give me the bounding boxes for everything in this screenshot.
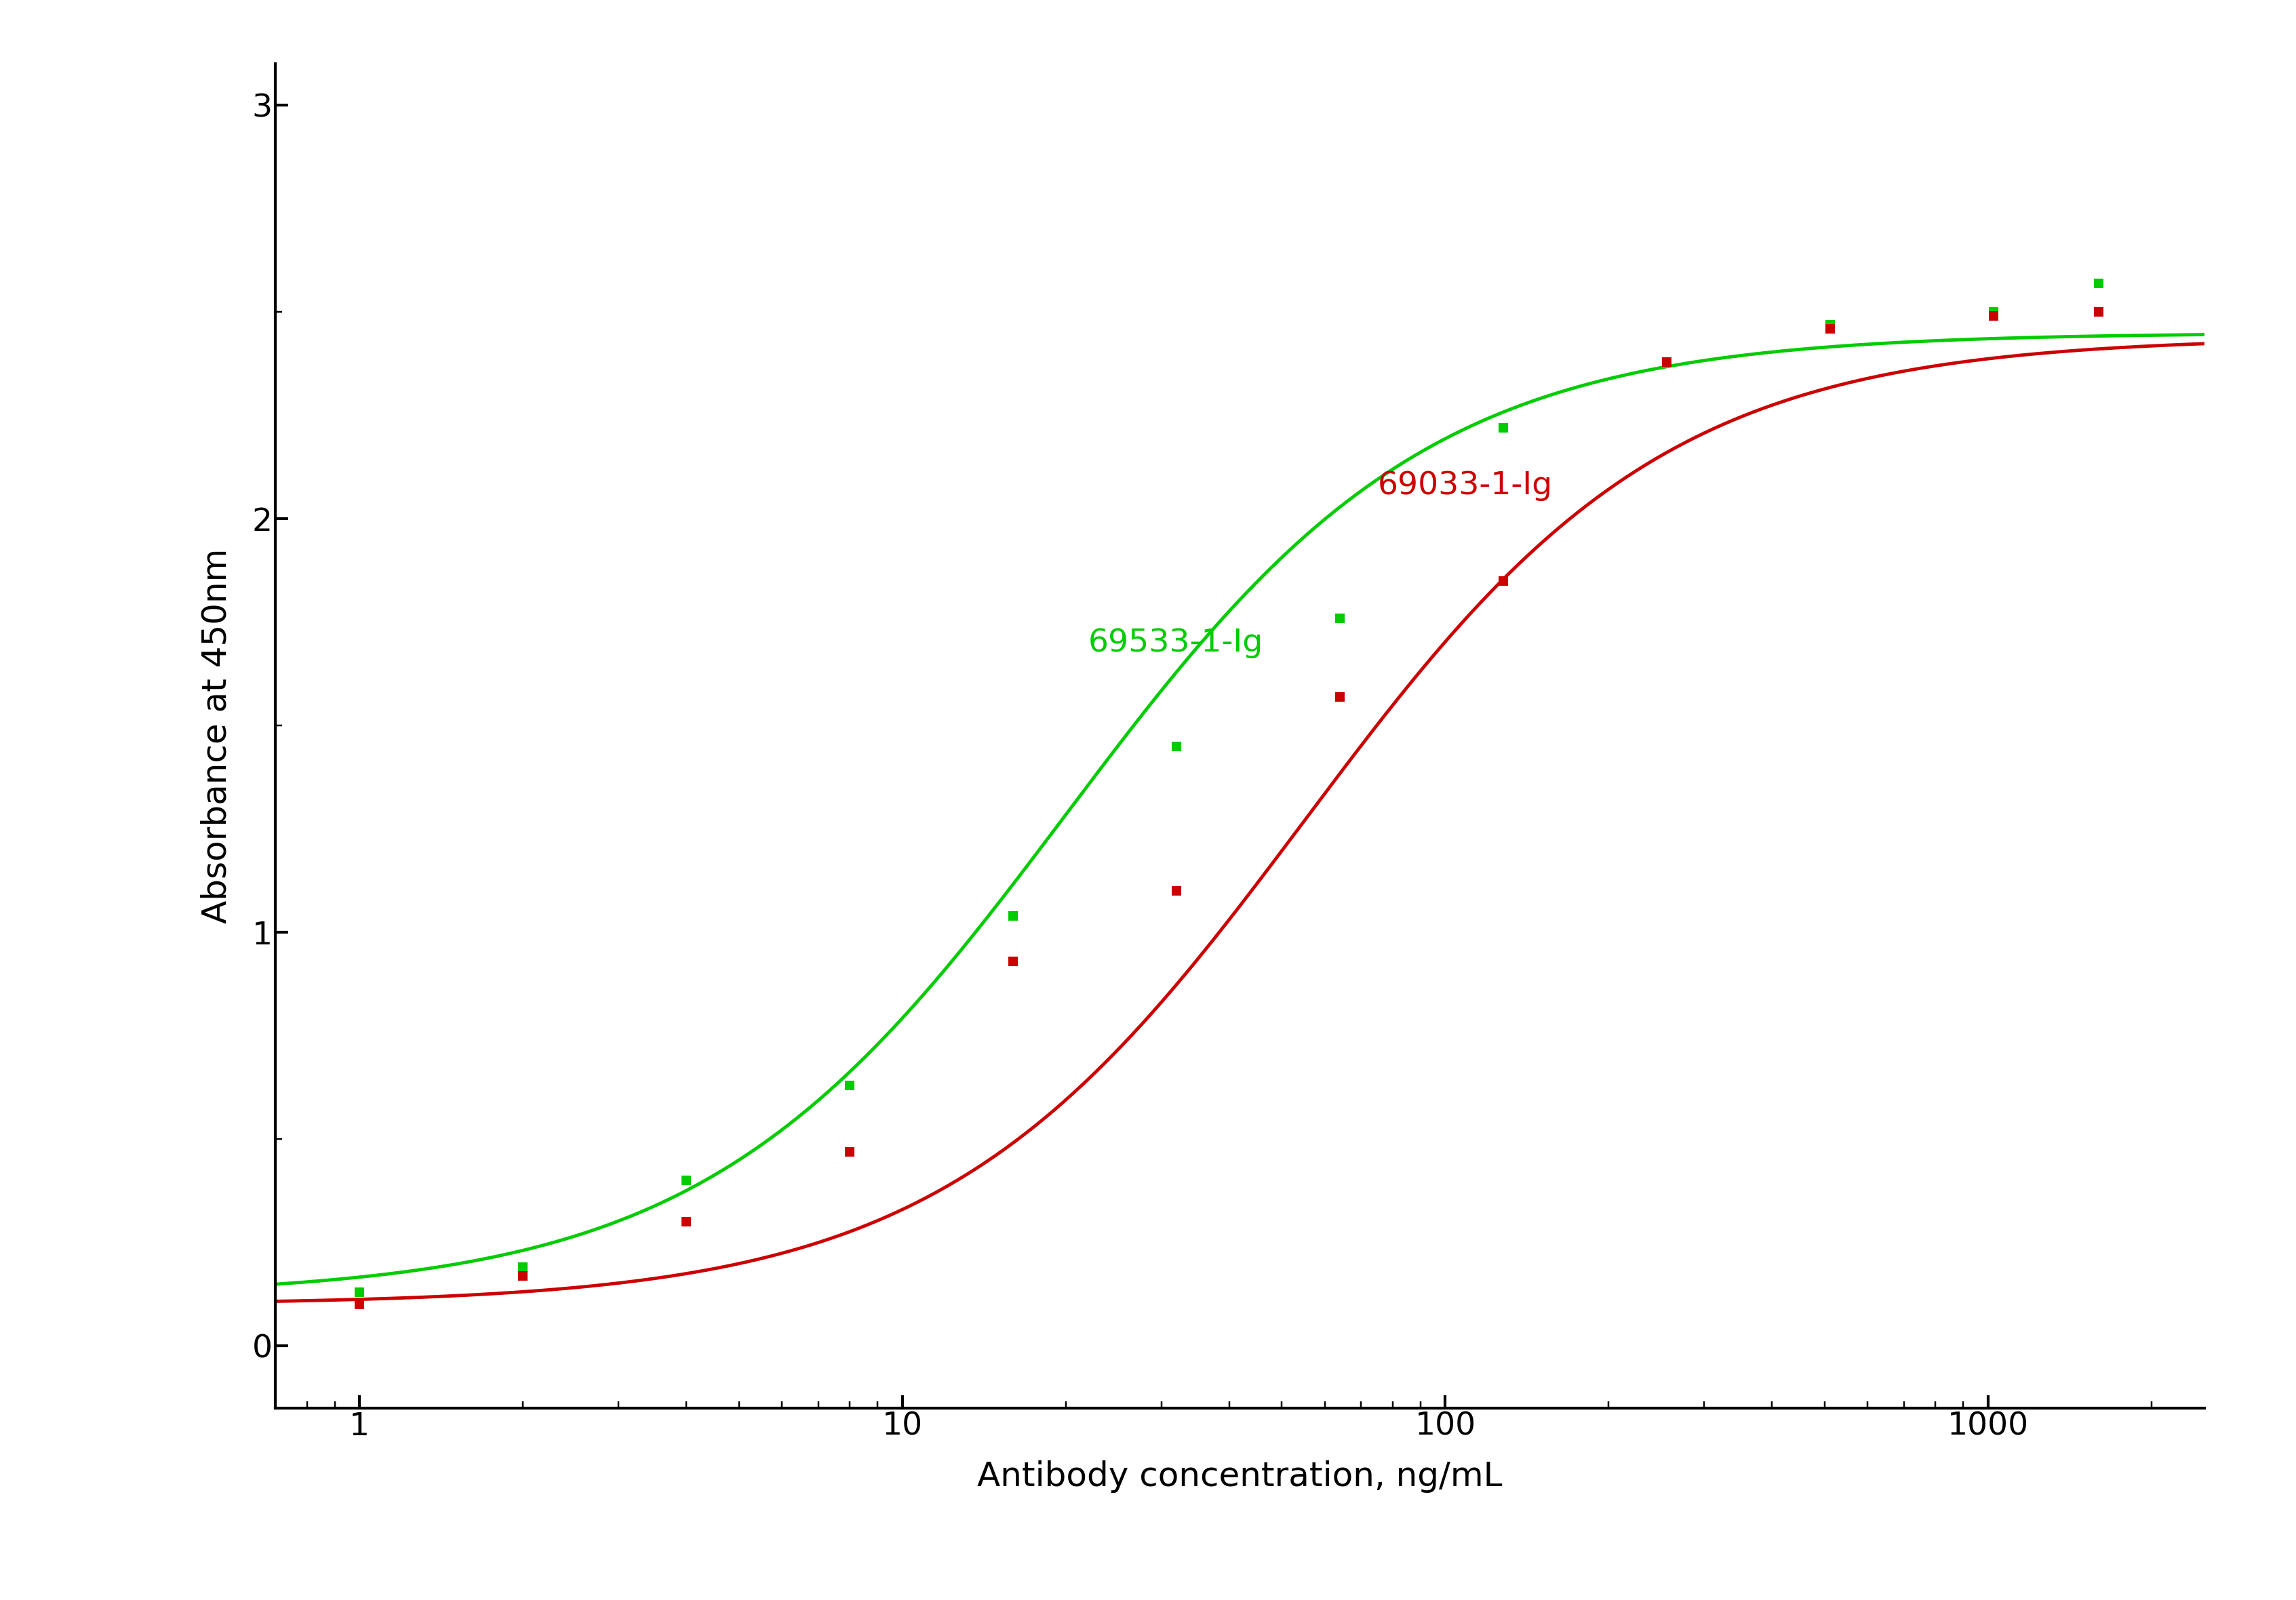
Point bbox=[1486, 568, 1522, 594]
Point bbox=[1812, 315, 1848, 341]
Text: 69033-1-Ig: 69033-1-Ig bbox=[1378, 470, 1552, 501]
Point bbox=[1157, 878, 1194, 904]
Point bbox=[1486, 414, 1522, 440]
Point bbox=[668, 1210, 705, 1235]
Point bbox=[2080, 270, 2117, 296]
Point bbox=[1975, 304, 2011, 330]
Point bbox=[342, 1291, 379, 1317]
Point bbox=[1322, 683, 1359, 709]
Point bbox=[342, 1280, 379, 1306]
Point bbox=[505, 1254, 542, 1280]
Point bbox=[1975, 299, 2011, 325]
Text: 69533-1-Ig: 69533-1-Ig bbox=[1088, 627, 1263, 658]
Point bbox=[831, 1072, 868, 1098]
Point bbox=[1649, 349, 1685, 374]
Point bbox=[668, 1168, 705, 1194]
Point bbox=[1812, 312, 1848, 338]
X-axis label: Antibody concentration, ng/mL: Antibody concentration, ng/mL bbox=[978, 1461, 1502, 1493]
Point bbox=[831, 1139, 868, 1165]
Point bbox=[1322, 605, 1359, 630]
Point bbox=[505, 1262, 542, 1288]
Point bbox=[1649, 349, 1685, 374]
Point bbox=[2080, 299, 2117, 325]
Point bbox=[1157, 733, 1194, 758]
Point bbox=[994, 949, 1031, 974]
Point bbox=[994, 902, 1031, 928]
Y-axis label: Absorbance at 450nm: Absorbance at 450nm bbox=[200, 549, 232, 923]
